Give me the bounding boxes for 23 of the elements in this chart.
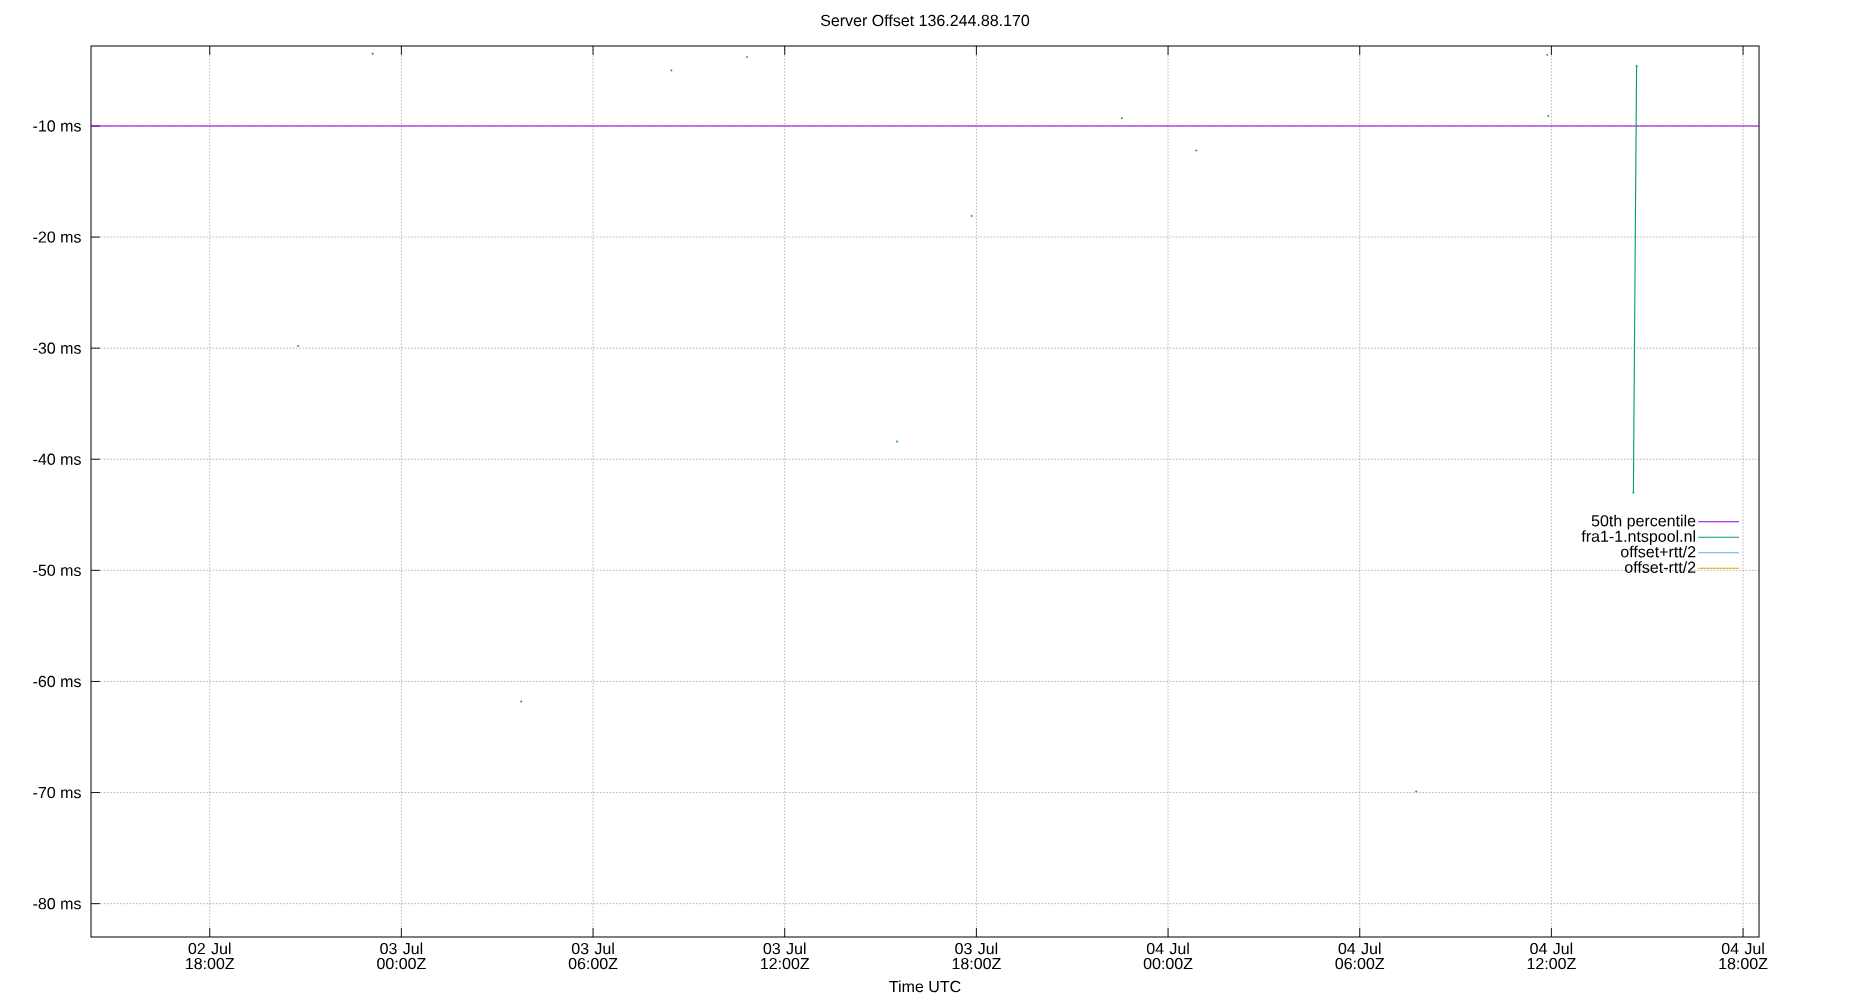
y-tick-label: -30 ms: [33, 342, 81, 354]
chart-title: Server Offset 136.244.88.170: [820, 14, 1030, 27]
y-tick-label: -60 ms: [33, 675, 81, 688]
y-tick-label: -80 ms: [33, 898, 81, 910]
y-tick-label: -70 ms: [33, 786, 81, 799]
y-tick-label: -40 ms: [33, 453, 81, 465]
x-tick-label: 03 Jul 06:00Z: [568, 942, 618, 970]
legend-label: fra1-1.ntspool.nl: [1581, 530, 1695, 546]
legend-label: offset+rtt/2: [1620, 545, 1696, 558]
x-tick-label: 04 Jul 18:00Z: [1719, 942, 1768, 970]
y-tick-label: -10 ms: [33, 120, 81, 132]
y-tick-label: -20 ms: [33, 231, 81, 243]
x-tick-label: 03 Jul 12:00Z: [761, 942, 810, 970]
y-tick-label: -50 ms: [33, 564, 81, 577]
x-tick-label: 04 Jul 12:00Z: [1527, 942, 1576, 970]
x-tick-label: 03 Jul 00:00Z: [377, 942, 426, 970]
x-tick-label: 04 Jul 00:00Z: [1143, 942, 1193, 970]
x-tick-label: 04 Jul 06:00Z: [1335, 942, 1385, 970]
x-tick-label: 03 Jul 18:00Z: [952, 942, 1001, 970]
legend-label: 50th percentile: [1591, 514, 1696, 530]
legend-label: offset-rtt/2: [1625, 561, 1696, 573]
x-axis-title: Time UTC: [889, 980, 961, 993]
x-tick-label: 02 Jul 18:00Z: [186, 942, 235, 970]
